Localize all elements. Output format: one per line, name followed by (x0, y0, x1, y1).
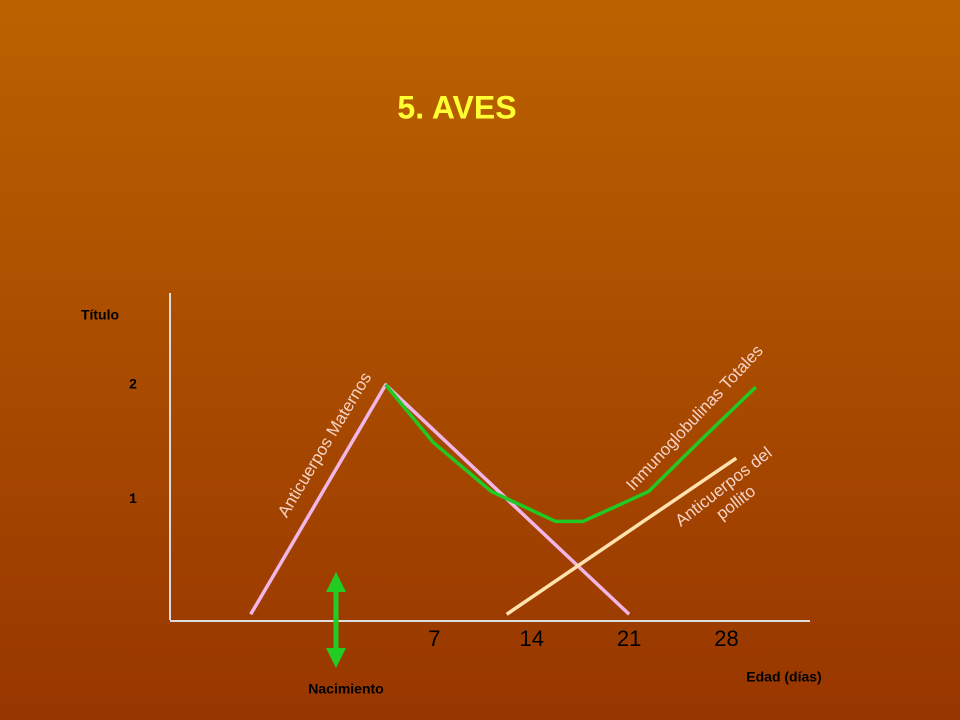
y-tick-label: 1 (129, 490, 137, 506)
y-axis-label: Título (81, 307, 119, 323)
x-tick-label: 7 (428, 626, 440, 651)
annotation: Nacimiento (308, 681, 383, 697)
x-axis-label: Edad (días) (746, 669, 821, 685)
series-line (249, 383, 631, 616)
series-line (384, 383, 757, 524)
y-tick-label: 2 (129, 375, 137, 391)
chart-title: 5. AVES (397, 89, 516, 125)
x-tick-label: 21 (617, 626, 641, 651)
birth-arrow (326, 572, 346, 668)
x-tick-label: 28 (714, 626, 738, 651)
series-line (505, 456, 738, 616)
x-tick-label: 14 (519, 626, 543, 651)
